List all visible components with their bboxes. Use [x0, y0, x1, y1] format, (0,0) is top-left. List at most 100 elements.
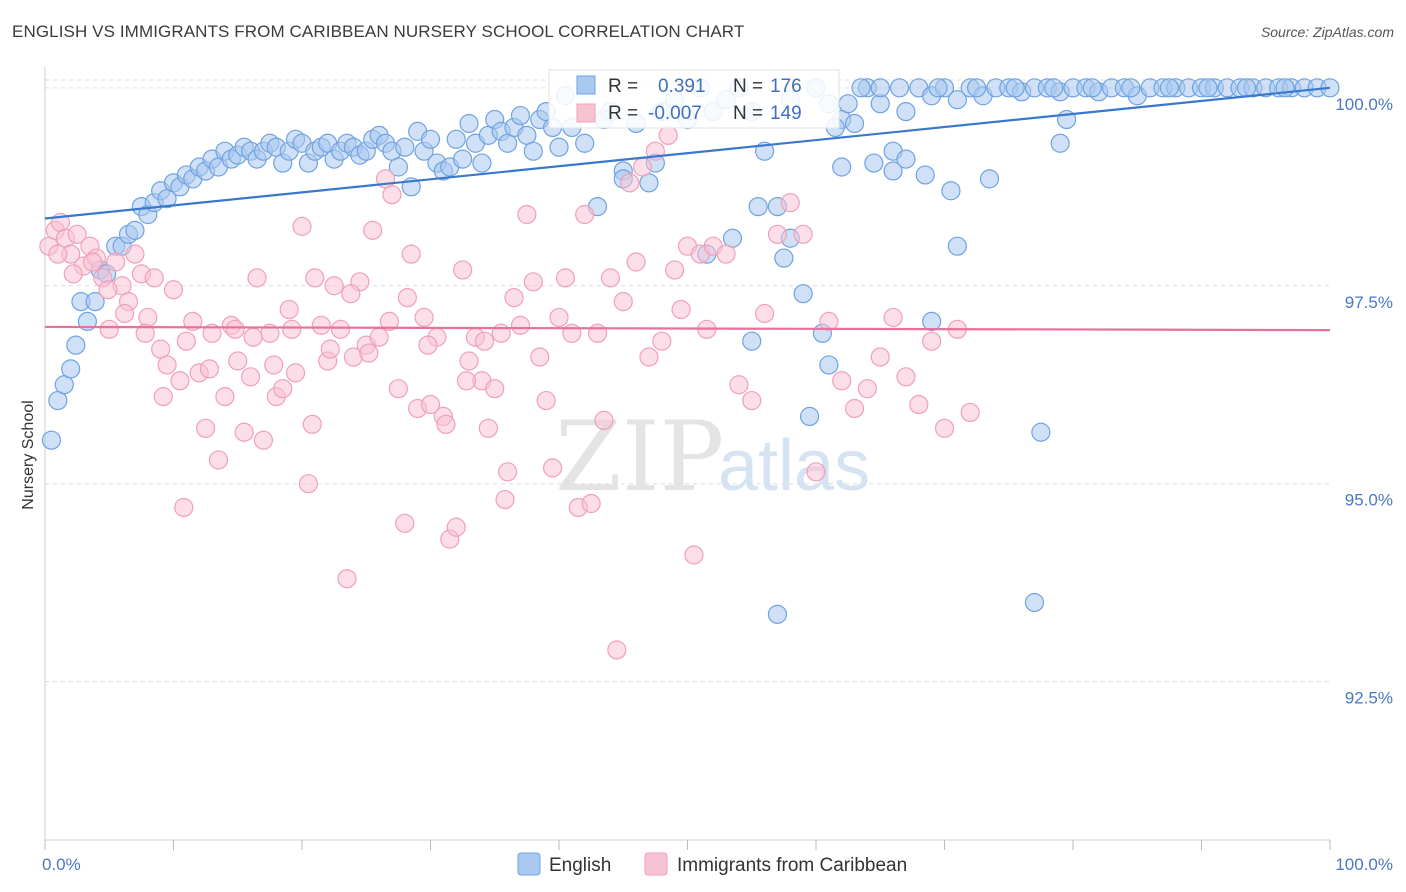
- point-caribbean-115: [844, 398, 865, 419]
- stats-box: R = 0.391 N = 176 R = -0.007 N = 149: [548, 69, 840, 129]
- point-caribbean-138: [302, 414, 322, 434]
- stats-swatch-english: [576, 75, 596, 95]
- point-english-153: [851, 78, 871, 98]
- point-caribbean-111: [793, 224, 813, 244]
- point-caribbean-96: [652, 331, 672, 351]
- point-caribbean-45: [324, 276, 344, 296]
- point-caribbean-76: [523, 272, 543, 292]
- point-english-164: [915, 165, 935, 185]
- point-caribbean-87: [594, 410, 614, 430]
- point-english-82: [575, 133, 595, 153]
- point-english-65: [459, 113, 479, 134]
- point-english-174: [1024, 592, 1045, 613]
- point-caribbean-10: [99, 319, 119, 339]
- point-english-107: [896, 101, 916, 122]
- point-caribbean-128: [98, 280, 118, 300]
- stats-english-n-label: N =: [733, 76, 763, 97]
- point-caribbean-39: [285, 363, 306, 383]
- point-caribbean-56: [395, 513, 415, 533]
- y-tick-label-1: 95.0%: [1345, 491, 1393, 510]
- point-caribbean-51: [363, 220, 383, 240]
- point-english-146: [1082, 78, 1102, 98]
- point-english-157: [748, 196, 768, 217]
- point-english-75: [523, 141, 543, 161]
- y-axis-label: Nursery School: [20, 400, 37, 509]
- point-caribbean-112: [806, 462, 826, 482]
- point-caribbean-134: [225, 319, 245, 339]
- point-caribbean-75: [517, 204, 537, 225]
- point-english-63: [446, 129, 466, 149]
- point-english-147: [1044, 78, 1064, 98]
- point-caribbean-93: [632, 157, 653, 177]
- legend-label-english: English: [549, 855, 611, 876]
- point-caribbean-129: [115, 303, 135, 324]
- stats-english-r-label: R =: [608, 76, 638, 97]
- point-caribbean-47: [337, 569, 357, 589]
- point-caribbean-86: [587, 323, 608, 343]
- point-caribbean-17: [144, 268, 164, 288]
- point-caribbean-60: [420, 394, 441, 415]
- point-caribbean-23: [183, 311, 203, 332]
- point-english-158: [774, 248, 794, 268]
- point-english-177: [947, 236, 967, 256]
- point-caribbean-22: [176, 331, 196, 351]
- stats-caribbean-r-value: -0.007: [648, 103, 702, 124]
- point-english-169: [767, 604, 788, 624]
- point-caribbean-84: [575, 204, 595, 225]
- point-english-73: [510, 105, 531, 126]
- point-caribbean-19: [157, 355, 177, 375]
- point-caribbean-11: [106, 252, 126, 272]
- point-caribbean-137: [282, 319, 302, 339]
- point-caribbean-127: [82, 252, 103, 272]
- point-caribbean-92: [626, 252, 646, 272]
- point-caribbean-121: [922, 331, 942, 351]
- point-caribbean-82: [562, 323, 582, 343]
- point-caribbean-33: [247, 268, 267, 288]
- point-english-173: [1031, 422, 1051, 442]
- point-caribbean-89: [607, 640, 627, 660]
- point-english-171: [819, 355, 839, 375]
- point-caribbean-25: [196, 418, 216, 438]
- x-tick-label-1: 100.0%: [1335, 855, 1393, 874]
- point-caribbean-79: [542, 458, 563, 478]
- point-caribbean-32: [241, 367, 261, 387]
- point-english-59: [420, 129, 441, 149]
- point-english-149: [967, 78, 987, 98]
- series-caribbean: [39, 125, 980, 660]
- point-english-161: [832, 157, 852, 177]
- point-english-142: [1236, 78, 1257, 98]
- point-english-167: [922, 311, 942, 332]
- point-caribbean-133: [199, 359, 220, 379]
- point-caribbean-40: [292, 216, 312, 236]
- stats-caribbean-r-label: R =: [608, 103, 638, 124]
- chart-title: ENGLISH VS IMMIGRANTS FROM CARIBBEAN NUR…: [12, 22, 745, 41]
- legend-swatch-caribbean: [644, 852, 668, 876]
- legend: English Immigrants from Caribbean: [517, 852, 907, 876]
- point-caribbean-59: [414, 307, 434, 328]
- point-caribbean-38: [279, 299, 299, 320]
- point-caribbean-69: [478, 418, 498, 438]
- trend-line-caribbean: [44, 325, 1331, 332]
- point-caribbean-126: [63, 264, 83, 284]
- point-caribbean-64: [446, 517, 466, 537]
- point-caribbean-77: [530, 347, 550, 367]
- point-caribbean-145: [436, 414, 456, 434]
- stats-caribbean-n-label: N =: [733, 103, 763, 124]
- point-english-3: [61, 359, 81, 379]
- point-caribbean-54: [382, 185, 402, 205]
- legend-swatch-english: [517, 852, 541, 876]
- y-tick-label-0: 92.5%: [1345, 689, 1393, 708]
- point-english-6: [77, 311, 98, 332]
- point-english-151: [889, 78, 910, 98]
- point-english-143: [1198, 78, 1218, 98]
- point-caribbean-37: [273, 379, 293, 399]
- stats-swatch-caribbean: [576, 103, 596, 123]
- point-caribbean-143: [397, 288, 417, 308]
- stats-caribbean-n-value: 149: [770, 103, 802, 124]
- point-caribbean-98: [665, 260, 685, 280]
- point-caribbean-114: [832, 371, 852, 391]
- point-caribbean-120: [909, 394, 929, 415]
- gridlines: [45, 79, 1330, 683]
- point-english-144: [1159, 78, 1179, 98]
- point-english-79: [549, 137, 569, 157]
